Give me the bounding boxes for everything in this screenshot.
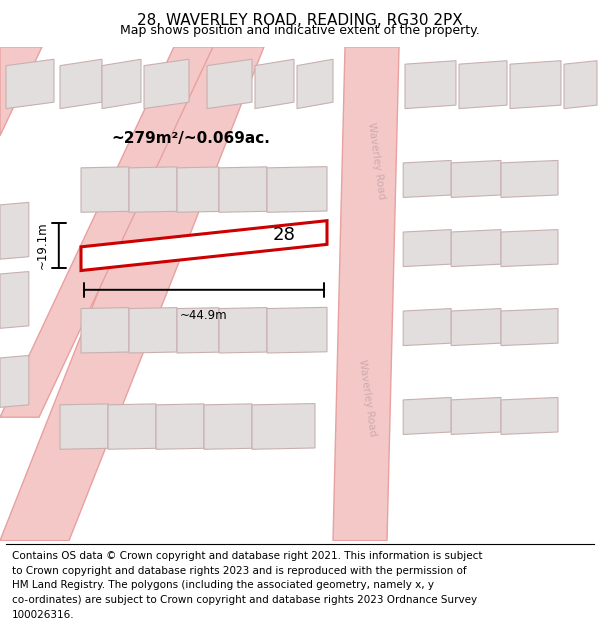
Polygon shape: [144, 59, 189, 109]
Polygon shape: [0, 47, 213, 418]
Text: 28, WAVERLEY ROAD, READING, RG30 2PX: 28, WAVERLEY ROAD, READING, RG30 2PX: [137, 13, 463, 28]
Polygon shape: [267, 308, 327, 353]
Polygon shape: [129, 167, 177, 212]
Polygon shape: [501, 161, 558, 198]
Polygon shape: [0, 202, 29, 259]
Polygon shape: [81, 167, 129, 212]
Polygon shape: [403, 161, 451, 198]
Polygon shape: [129, 308, 177, 353]
Polygon shape: [60, 59, 102, 109]
Text: ~279m²/~0.069ac.: ~279m²/~0.069ac.: [111, 131, 270, 146]
Polygon shape: [403, 398, 451, 434]
Polygon shape: [102, 59, 141, 109]
Polygon shape: [81, 221, 327, 271]
Polygon shape: [510, 61, 561, 109]
Text: ~44.9m: ~44.9m: [180, 309, 228, 321]
Polygon shape: [267, 167, 327, 212]
Polygon shape: [0, 47, 264, 541]
Polygon shape: [6, 59, 54, 109]
Polygon shape: [451, 398, 501, 434]
Text: HM Land Registry. The polygons (including the associated geometry, namely x, y: HM Land Registry. The polygons (includin…: [12, 580, 434, 590]
Text: Contains OS data © Crown copyright and database right 2021. This information is : Contains OS data © Crown copyright and d…: [12, 551, 482, 561]
Polygon shape: [405, 61, 456, 109]
Text: Waverley Road: Waverley Road: [357, 358, 377, 437]
Polygon shape: [204, 404, 252, 449]
Polygon shape: [81, 308, 129, 353]
Polygon shape: [501, 309, 558, 346]
Polygon shape: [177, 167, 219, 212]
Text: ~19.1m: ~19.1m: [35, 222, 49, 269]
Text: co-ordinates) are subject to Crown copyright and database rights 2023 Ordnance S: co-ordinates) are subject to Crown copyr…: [12, 595, 477, 605]
Polygon shape: [459, 61, 507, 109]
Text: 100026316.: 100026316.: [12, 610, 74, 620]
Polygon shape: [255, 59, 294, 109]
Polygon shape: [0, 47, 42, 136]
Polygon shape: [0, 356, 29, 408]
Polygon shape: [177, 308, 219, 353]
Text: Map shows position and indicative extent of the property.: Map shows position and indicative extent…: [120, 24, 480, 36]
Polygon shape: [501, 229, 558, 267]
Polygon shape: [297, 59, 333, 109]
Text: to Crown copyright and database rights 2023 and is reproduced with the permissio: to Crown copyright and database rights 2…: [12, 566, 467, 576]
Polygon shape: [252, 404, 315, 449]
Text: Waverley Road: Waverley Road: [367, 121, 387, 199]
Polygon shape: [333, 47, 399, 541]
Polygon shape: [207, 59, 252, 109]
Polygon shape: [156, 404, 204, 449]
Polygon shape: [451, 229, 501, 267]
Polygon shape: [564, 61, 597, 109]
Polygon shape: [219, 167, 267, 212]
Polygon shape: [403, 229, 451, 267]
Polygon shape: [501, 398, 558, 434]
Polygon shape: [0, 271, 29, 328]
Polygon shape: [451, 161, 501, 198]
Polygon shape: [451, 309, 501, 346]
Polygon shape: [108, 404, 156, 449]
Polygon shape: [60, 404, 108, 449]
Polygon shape: [403, 309, 451, 346]
Polygon shape: [219, 308, 267, 353]
Text: 28: 28: [273, 226, 296, 244]
